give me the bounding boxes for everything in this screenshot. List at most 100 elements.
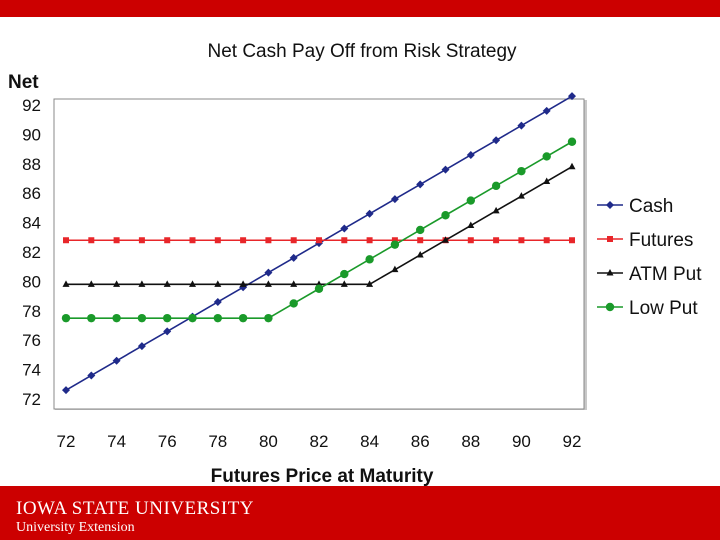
legend-item-atm-put: ATM Put — [597, 264, 702, 285]
data-point-futures — [391, 237, 398, 244]
data-point-futures — [214, 237, 221, 244]
legend-label: Futures — [629, 230, 693, 251]
data-point-futures — [569, 237, 575, 244]
legend-marker-futures — [607, 236, 613, 242]
data-point-futures — [467, 237, 474, 244]
data-point-cash — [340, 224, 349, 233]
data-point-low-put — [567, 137, 577, 146]
series-low-put — [61, 137, 577, 323]
data-point-low-put — [390, 240, 400, 249]
x-tick-label: 82 — [310, 432, 329, 451]
data-point-low-put — [517, 166, 526, 176]
legend: Cash Futures ATM Put Low Put — [597, 196, 702, 319]
data-point-cash — [492, 136, 501, 145]
data-point-atm-put — [467, 221, 475, 229]
data-point-low-put — [112, 313, 121, 323]
y-tick-label: 76 — [22, 331, 41, 350]
y-tick-label: 80 — [22, 272, 41, 291]
x-tick-label: 84 — [360, 432, 379, 451]
data-point-cash — [365, 209, 374, 218]
data-point-futures — [265, 237, 272, 244]
data-point-futures — [138, 237, 145, 244]
series-atm-put — [62, 162, 576, 287]
data-point-atm-put — [189, 280, 196, 287]
data-point-futures — [189, 237, 196, 244]
x-tick-label: 92 — [563, 432, 582, 451]
data-point-low-put — [87, 313, 96, 323]
data-point-futures — [113, 237, 120, 244]
data-point-cash — [213, 297, 222, 306]
data-point-cash — [542, 106, 551, 115]
legend-item-low-put: Low Put — [597, 298, 698, 319]
data-point-atm-put — [492, 206, 500, 214]
footer-bar: IOWA STATE UNIVERSITY University Extensi… — [0, 486, 720, 540]
data-point-low-put — [365, 255, 374, 264]
data-point-low-put — [238, 313, 248, 323]
y-tick-label: 88 — [22, 155, 41, 174]
x-tick-label: 90 — [512, 432, 531, 451]
data-point-low-put — [163, 313, 172, 323]
data-point-cash — [517, 121, 526, 130]
data-point-futures — [290, 237, 297, 244]
data-point-atm-put — [568, 162, 576, 170]
x-tick-label: 80 — [259, 432, 278, 451]
data-point-atm-put — [416, 250, 424, 258]
data-point-cash — [416, 180, 425, 189]
data-point-futures — [316, 237, 322, 244]
data-point-low-put — [340, 269, 349, 279]
data-point-atm-put — [87, 280, 95, 287]
data-point-low-put — [542, 152, 551, 161]
legend-label: Low Put — [629, 298, 698, 319]
data-point-cash — [466, 150, 475, 159]
x-tick-label: 74 — [107, 432, 126, 451]
y-tick-labels: 72 74 76 78 80 82 84 86 88 90 92 — [22, 96, 41, 409]
y-tick-label: 86 — [22, 184, 41, 203]
data-point-futures — [518, 237, 525, 244]
data-point-atm-put — [113, 280, 121, 287]
x-axis-label: Futures Price at Maturity — [211, 466, 434, 486]
data-point-low-put — [314, 284, 324, 293]
data-point-futures — [341, 237, 348, 244]
data-point-atm-put — [239, 280, 247, 287]
y-tick-label: 74 — [22, 361, 41, 380]
data-point-cash — [568, 92, 576, 101]
data-point-low-put — [188, 313, 197, 323]
series-futures — [63, 237, 575, 244]
series-layer — [61, 92, 577, 395]
data-point-futures — [543, 237, 550, 244]
data-point-cash — [264, 268, 273, 277]
legend-label: Cash — [629, 196, 673, 217]
university-name: IOWA STATE UNIVERSITY — [16, 498, 255, 519]
data-point-futures — [240, 237, 247, 244]
data-point-low-put — [61, 313, 71, 323]
data-point-low-put — [137, 313, 147, 323]
data-point-futures — [88, 237, 95, 244]
data-point-atm-put — [340, 280, 348, 287]
y-tick-label: 92 — [22, 96, 41, 115]
y-tick-label: 78 — [22, 302, 41, 321]
data-point-cash — [390, 195, 399, 204]
data-point-cash — [289, 253, 298, 262]
legend-marker-atm-put — [606, 269, 614, 276]
data-point-atm-put — [290, 280, 298, 287]
extension-name: University Extension — [16, 520, 135, 535]
data-point-atm-put — [442, 236, 449, 243]
data-point-atm-put — [138, 280, 146, 287]
legend-item-cash: Cash — [597, 196, 673, 217]
data-point-low-put — [416, 225, 425, 235]
data-point-futures — [164, 237, 171, 244]
data-point-futures — [493, 237, 500, 244]
data-point-low-put — [289, 299, 298, 308]
y-tick-label: 84 — [22, 214, 41, 233]
chart-title: Net Cash Pay Off from Risk Strategy — [207, 41, 517, 62]
data-point-low-put — [466, 196, 475, 205]
data-point-low-put — [264, 313, 273, 323]
data-point-atm-put — [366, 280, 374, 287]
data-point-cash — [87, 371, 96, 380]
x-tick-label: 86 — [411, 432, 430, 451]
data-point-atm-put — [214, 280, 222, 287]
x-tick-label: 88 — [461, 432, 480, 451]
data-point-atm-put — [391, 265, 399, 273]
y-axis-label: Net — [8, 72, 39, 93]
legend-item-futures: Futures — [597, 230, 693, 251]
